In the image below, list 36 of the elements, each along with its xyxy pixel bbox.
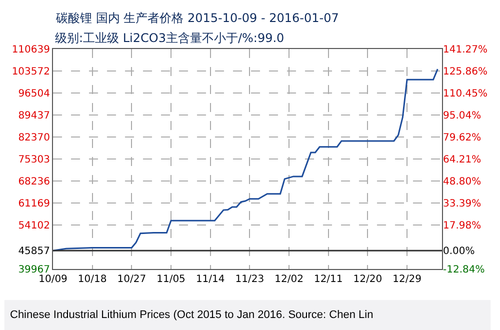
y-tick-label: 39967 [18, 264, 50, 276]
y2-tick-label: 17.98% [443, 220, 482, 232]
y2-tick-label: -12.84% [443, 264, 485, 276]
y2-tick-label: 64.21% [443, 154, 482, 166]
y-tick-label: 45857 [18, 246, 50, 258]
text: Chinese Industrial Lithium Prices (Oct 2015 to Jan 2016. Source: Chen Lin [10, 309, 374, 321]
y2-tick-label: 141.27% [443, 44, 488, 56]
y2-tick-label: 33.39% [443, 198, 482, 210]
x-tick-label: 10/27 [117, 274, 146, 285]
y2-tick-label: 79.62% [443, 132, 482, 144]
x-tick-label: 12/20 [353, 274, 382, 285]
y-tick-label: 82370 [18, 132, 50, 144]
y-tick-label: 54102 [18, 220, 50, 232]
y2-tick-label: 110.45% [443, 88, 488, 100]
chart-title: 碳酸锂 国内 生产者价格 2015-10-09 - 2016-01-07 [55, 11, 339, 25]
y2-tick-label: 95.04% [443, 110, 482, 122]
y-tick-label: 110639 [12, 44, 50, 56]
x-tick-label: 10/18 [78, 274, 107, 285]
x-tick-label: 10/09 [38, 274, 68, 285]
y-tick-label: 68236 [18, 176, 50, 188]
y2-tick-label: 0.00% [443, 246, 475, 258]
x-tick-label: 12/11 [314, 274, 343, 285]
x-tick-label: 11/23 [235, 274, 264, 285]
y2-tick-label: 125.86% [443, 66, 488, 78]
x-tick-label: 12/29 [392, 274, 422, 285]
y-tick-label: 89437 [18, 110, 50, 122]
x-tick-label: 12/02 [274, 274, 304, 285]
x-tick-label: 11/05 [156, 274, 186, 285]
y-tick-label: 96504 [18, 88, 50, 100]
y2-tick-label: 48.80% [443, 176, 482, 188]
chart-subtitle: 级别:工业级 Li2CO3主含量不小于/%:99.0 [55, 31, 284, 45]
y-tick-label: 103572 [12, 66, 50, 78]
y-tick-label: 61169 [18, 198, 50, 210]
y-tick-label: 75303 [18, 154, 50, 166]
line-series [53, 68, 438, 252]
x-tick-label: 11/14 [196, 274, 225, 285]
